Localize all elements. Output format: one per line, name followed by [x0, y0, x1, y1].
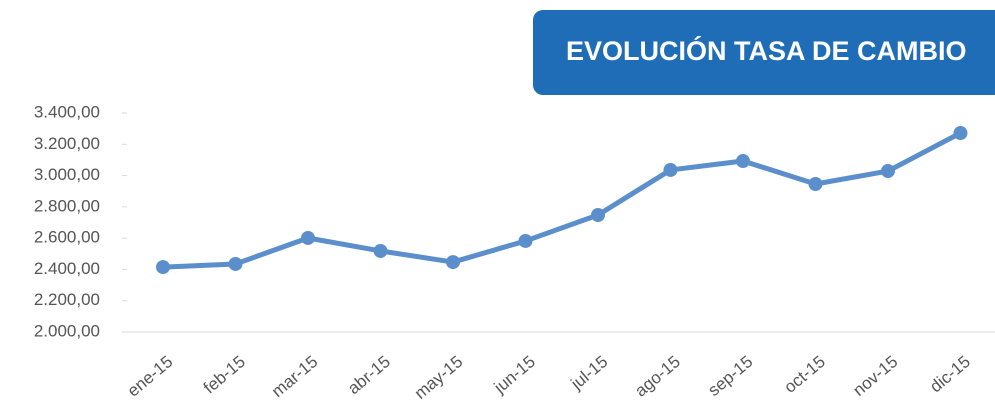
point — [228, 256, 243, 271]
point — [156, 260, 170, 275]
y-tick-label: 2.600,00 — [34, 228, 100, 247]
point — [301, 230, 315, 245]
y-tick-label: 3.200,00 — [34, 134, 100, 153]
x-tick-label: mar-15 — [268, 352, 321, 401]
title-badge — [533, 10, 995, 95]
point — [881, 164, 895, 179]
x-tick-label: nov-15 — [849, 352, 901, 400]
point — [808, 177, 823, 192]
x-tick-label: jul-15 — [567, 352, 612, 394]
y-tick-label: 2.400,00 — [34, 259, 100, 278]
x-tick-label: ene-15 — [124, 352, 177, 401]
y-tick-label: 2.200,00 — [34, 290, 100, 309]
x-tick-label: oct-15 — [781, 352, 829, 397]
point — [518, 233, 533, 248]
point — [953, 126, 968, 141]
x-tick-label: sep-15 — [704, 352, 756, 400]
chart-title: EVOLUCIÓN TASA DE CAMBIO — [566, 35, 967, 66]
x-tick-label: dic-15 — [926, 352, 974, 396]
x-tick-label: may-15 — [411, 352, 467, 403]
y-tick-label: 3.000,00 — [34, 165, 100, 184]
point — [373, 243, 388, 258]
y-tick-label: 2.000,00 — [34, 321, 100, 340]
point — [663, 162, 678, 177]
point — [591, 207, 605, 222]
x-tick-label: ago-15 — [631, 352, 684, 401]
y-tick-label: 3.400,00 — [34, 102, 100, 121]
y-tick-label: 2.800,00 — [34, 196, 100, 215]
x-tick-label: feb-15 — [200, 352, 249, 398]
point — [736, 154, 750, 169]
point — [446, 255, 460, 270]
x-tick-label: abr-15 — [344, 352, 394, 398]
line — [162, 130, 962, 270]
x-tick-label: jun-15 — [490, 352, 539, 398]
